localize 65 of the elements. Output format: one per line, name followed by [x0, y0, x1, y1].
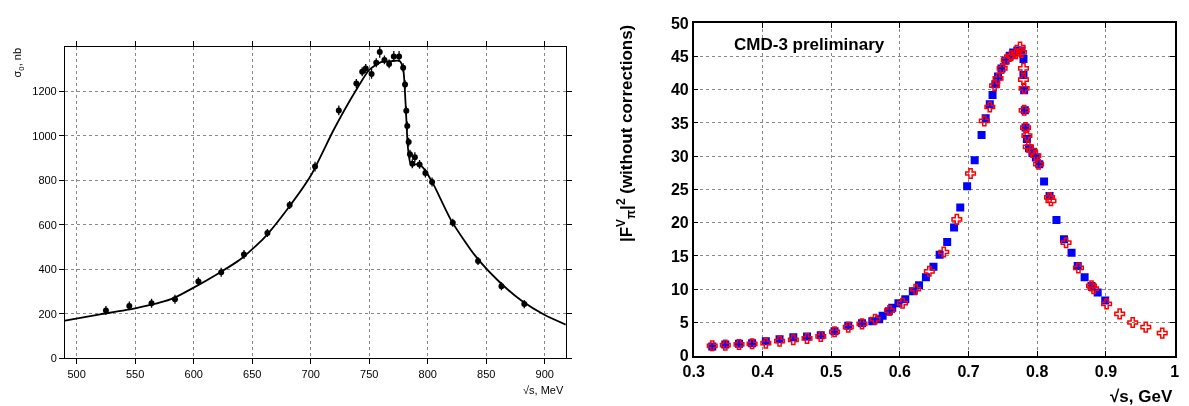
y-tick-label: 15 [670, 247, 689, 265]
y-tick-label: 600 [38, 218, 57, 231]
y-tick-label: 800 [38, 174, 57, 187]
x-tick-label: 900 [535, 367, 554, 380]
y-tick-label: 50 [670, 14, 689, 32]
annotation: CMD-3 preliminary [734, 35, 885, 54]
point [1045, 195, 1057, 207]
x-tick-label: 1 [1170, 362, 1180, 380]
x-tick-label: 0.9 [1094, 362, 1118, 380]
point [923, 265, 935, 277]
point [938, 246, 950, 258]
point [1018, 82, 1030, 94]
y-tick-label: 45 [670, 48, 689, 66]
point [1010, 48, 1022, 60]
x-tick-label: 0.5 [819, 362, 843, 380]
x-tick-label: 0.4 [751, 362, 774, 380]
point [1156, 327, 1168, 339]
point [1017, 62, 1030, 74]
x-tick-label: 600 [184, 367, 203, 380]
point [1127, 316, 1139, 329]
x-tick-label: 550 [126, 367, 145, 380]
point [1140, 321, 1152, 333]
y-tick-label: 1000 [32, 129, 57, 142]
point [801, 332, 813, 345]
x-tick-label: 0.7 [957, 362, 980, 380]
x-axis-title: √s, MeV [523, 384, 564, 396]
y-tick-label: 400 [38, 263, 57, 276]
point [897, 297, 909, 309]
y-tick-label: 25 [670, 181, 689, 199]
point [1021, 130, 1033, 142]
y-tick-label: 20 [670, 214, 689, 232]
x-tick-label: 0.6 [888, 362, 912, 380]
point [984, 101, 996, 113]
x-tick-label: 650 [243, 367, 262, 380]
point [1101, 298, 1113, 310]
x-tick-label: 500 [67, 367, 86, 380]
x-tick-label: 750 [360, 367, 379, 380]
point [1026, 144, 1038, 156]
point [869, 313, 881, 325]
y-tick-label: 0 [679, 347, 689, 365]
x-tick-label: 0.3 [682, 362, 705, 380]
y-tick-label: 35 [670, 114, 689, 132]
point [1014, 41, 1026, 53]
point [1114, 308, 1126, 320]
point [951, 213, 963, 225]
y-tick-label: 5 [679, 314, 689, 332]
y-tick-label: 200 [38, 307, 57, 320]
point [1017, 74, 1030, 86]
y-tick-label: 30 [670, 147, 689, 165]
y-tick-label: 1200 [32, 84, 57, 97]
point [965, 167, 977, 180]
point [978, 115, 990, 127]
x-tick-label: 0.8 [1026, 362, 1049, 380]
x-axis-title: √s, GeV [1110, 387, 1173, 406]
y-tick-label: 40 [670, 81, 689, 99]
y-tick-label: 0 [50, 352, 57, 365]
x-tick-label: 800 [418, 367, 437, 380]
x-tick-label: 700 [301, 367, 320, 380]
point [1060, 237, 1072, 249]
point [910, 283, 922, 295]
point [1030, 149, 1042, 162]
point [787, 334, 799, 346]
x-tick-label: 850 [477, 367, 496, 380]
y-tick-label: 10 [670, 280, 689, 298]
point [1072, 262, 1084, 274]
